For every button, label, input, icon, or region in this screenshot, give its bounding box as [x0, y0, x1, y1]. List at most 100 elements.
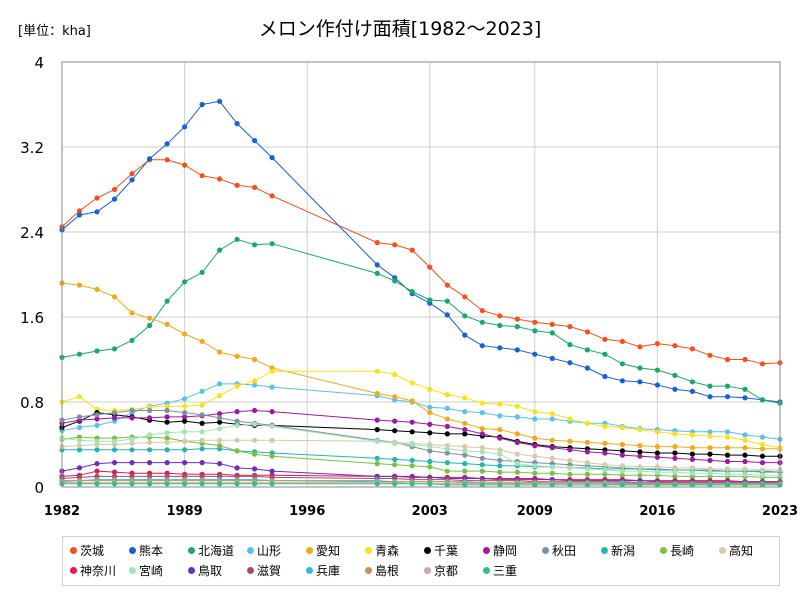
data-point	[637, 344, 643, 350]
data-point	[94, 468, 100, 474]
data-point	[129, 171, 135, 177]
data-point	[462, 461, 468, 467]
data-point	[619, 463, 626, 469]
legend-marker	[188, 567, 195, 574]
data-point	[654, 341, 661, 347]
data-point	[409, 419, 415, 425]
data-point	[689, 465, 696, 471]
data-point	[392, 428, 398, 434]
legend-item: 茨城	[67, 542, 126, 562]
data-point	[514, 431, 520, 437]
data-point	[374, 368, 380, 374]
data-point	[164, 430, 170, 436]
data-point	[689, 379, 696, 385]
legend-marker	[247, 567, 254, 574]
data-point	[497, 447, 503, 453]
data-point	[94, 422, 100, 428]
data-point	[549, 470, 555, 476]
data-point	[444, 446, 450, 452]
data-point	[129, 177, 135, 183]
data-point	[689, 451, 696, 457]
data-point	[759, 467, 766, 473]
data-point	[409, 247, 415, 253]
data-point	[637, 443, 643, 449]
data-point	[147, 156, 153, 162]
data-point	[199, 269, 205, 275]
data-point	[147, 432, 153, 438]
data-point	[129, 415, 135, 421]
legend-item: 高知	[716, 542, 775, 562]
legend-item: 千葉	[421, 542, 480, 562]
data-point	[497, 345, 503, 351]
data-point	[164, 447, 170, 453]
data-point	[111, 469, 118, 475]
data-point	[76, 465, 83, 471]
data-point	[479, 468, 485, 474]
data-point	[111, 481, 118, 487]
data-point	[602, 440, 608, 446]
series-line	[61, 409, 780, 464]
legend-item: 三重	[480, 562, 539, 582]
data-point	[252, 466, 258, 472]
data-point	[514, 482, 520, 488]
legend-label: 山形	[257, 544, 282, 558]
data-point	[619, 482, 626, 488]
data-point	[567, 465, 573, 471]
data-point	[619, 468, 626, 474]
data-point	[164, 481, 170, 487]
legend-item: 宮崎	[126, 562, 185, 582]
data-point	[234, 353, 240, 359]
data-point	[392, 462, 398, 468]
data-point	[479, 426, 485, 432]
x-tick-label: 2016	[639, 504, 675, 519]
data-point	[234, 422, 240, 428]
data-point	[602, 423, 608, 429]
data-point	[234, 418, 240, 424]
data-point	[252, 481, 258, 487]
data-point	[427, 410, 433, 416]
data-point	[374, 417, 380, 423]
data-point	[672, 431, 678, 437]
data-point	[217, 415, 223, 421]
data-point	[409, 463, 415, 469]
legend-item: 愛知	[303, 542, 362, 562]
legend-marker	[129, 547, 136, 554]
legend-label: 京都	[434, 564, 459, 578]
data-point	[584, 466, 591, 472]
legend-label: 北海道	[198, 544, 235, 558]
data-point	[584, 329, 591, 335]
data-point	[76, 443, 83, 449]
data-point	[76, 351, 83, 357]
data-point	[129, 460, 135, 466]
legend-marker	[424, 567, 431, 574]
data-point	[217, 461, 223, 467]
data-point	[199, 437, 205, 443]
data-point	[444, 298, 450, 304]
data-point	[76, 447, 83, 453]
data-point	[234, 437, 240, 443]
data-point	[567, 482, 573, 488]
data-point	[444, 423, 450, 429]
legend-label: 宮崎	[139, 564, 164, 578]
legend-label: 神奈川	[80, 564, 117, 578]
legend-item: 熊本	[126, 542, 185, 562]
data-point	[567, 342, 573, 348]
data-point	[269, 423, 275, 429]
legend-label: 高知	[729, 544, 754, 558]
data-point	[549, 445, 555, 451]
data-point	[637, 453, 643, 459]
data-point	[619, 452, 626, 458]
x-tick-label: 1982	[44, 504, 80, 519]
data-point	[514, 469, 520, 475]
legend-label: 熊本	[139, 544, 164, 558]
legend-label: 滋賀	[257, 564, 282, 578]
data-point	[689, 470, 696, 476]
data-point	[76, 394, 83, 400]
data-point	[182, 438, 188, 444]
data-point	[742, 471, 748, 477]
data-point	[217, 349, 223, 355]
data-point	[707, 433, 713, 439]
data-point	[182, 124, 188, 130]
legend-label: 鳥取	[198, 564, 223, 578]
data-point	[549, 411, 555, 417]
